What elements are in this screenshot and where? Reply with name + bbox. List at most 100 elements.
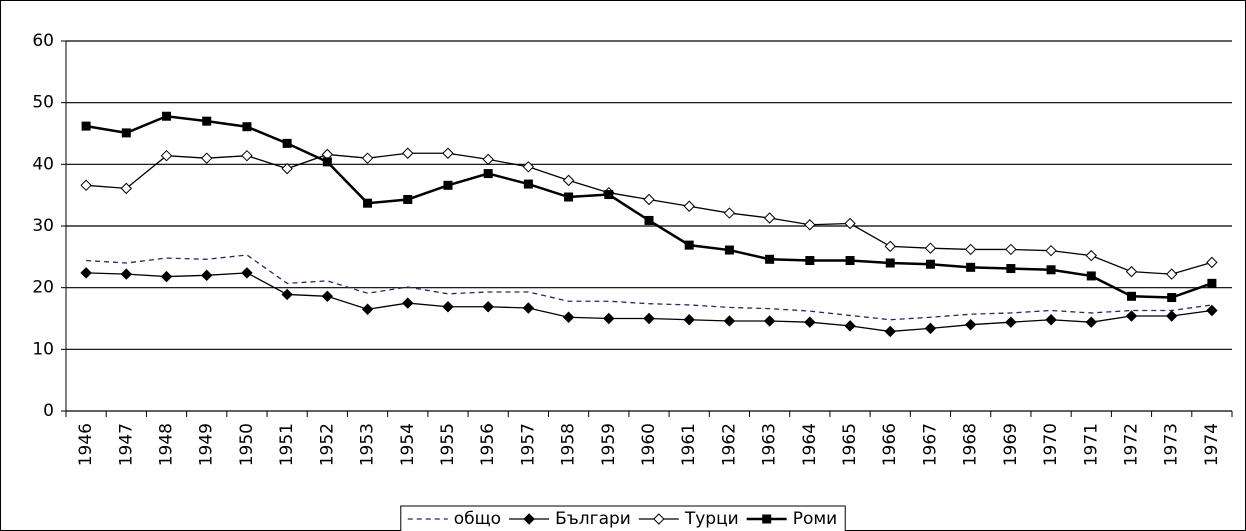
marker <box>562 174 575 187</box>
x-tick-label: 1974 <box>1202 423 1222 466</box>
marker <box>1167 293 1177 303</box>
x-tick-label: 1968 <box>961 423 981 466</box>
x-tick-label: 1953 <box>358 423 378 466</box>
marker <box>964 243 977 256</box>
marker <box>242 122 252 132</box>
x-tick-label: 1958 <box>559 423 579 466</box>
marker <box>1045 314 1057 326</box>
legend: общо Българи Турци Роми <box>400 505 846 531</box>
x-tick-label: 1952 <box>317 423 337 466</box>
marker <box>1206 304 1218 317</box>
marker <box>361 152 374 164</box>
y-tick-label: 50 <box>32 93 54 113</box>
marker <box>402 297 414 309</box>
x-tick-label: 1964 <box>800 423 820 466</box>
x-tick-label: 1951 <box>277 423 297 466</box>
marker <box>804 219 816 231</box>
marker <box>282 138 292 148</box>
marker <box>322 157 332 167</box>
marker <box>644 215 654 225</box>
marker <box>1165 310 1178 322</box>
x-tick-label: 1969 <box>1001 423 1021 466</box>
y-tick-label: 60 <box>32 31 54 51</box>
marker <box>442 147 454 159</box>
marker <box>482 153 494 166</box>
marker <box>281 162 293 175</box>
marker <box>162 111 172 121</box>
legend-label: Роми <box>793 509 838 529</box>
y-tick-label: 40 <box>32 154 54 174</box>
marker <box>80 179 92 192</box>
marker <box>683 314 695 326</box>
marker <box>483 169 493 179</box>
x-tick-label: 1946 <box>76 423 96 466</box>
marker <box>160 270 173 283</box>
legend-label: Турци <box>684 509 739 529</box>
marker <box>403 194 413 204</box>
marker <box>884 325 896 338</box>
marker <box>562 311 575 323</box>
marker <box>120 182 133 195</box>
marker <box>884 240 896 253</box>
marker <box>321 290 334 303</box>
legend-label: общо <box>454 509 501 529</box>
x-tick-label: 1973 <box>1162 423 1182 466</box>
marker <box>402 147 414 159</box>
marker <box>281 288 293 301</box>
marker <box>443 180 453 190</box>
x-tick-label: 1960 <box>639 423 659 466</box>
x-tick-label: 1961 <box>679 423 699 466</box>
legend-label: Българи <box>555 509 631 529</box>
marker <box>925 259 935 269</box>
marker <box>482 301 494 313</box>
x-tick-label: 1949 <box>197 423 217 466</box>
x-tick-label: 1957 <box>518 423 538 466</box>
marker <box>805 256 815 266</box>
marker <box>202 116 212 126</box>
marker <box>1125 265 1138 278</box>
marker <box>724 245 734 255</box>
marker <box>765 254 775 264</box>
x-tick-label: 1972 <box>1121 423 1141 466</box>
marker <box>643 193 655 206</box>
x-tick-label: 1948 <box>157 423 177 466</box>
marker <box>604 190 614 200</box>
marker <box>241 149 253 162</box>
x-tick-label: 1962 <box>719 423 739 466</box>
marker <box>844 217 856 230</box>
series-line <box>86 254 1212 321</box>
marker <box>1046 265 1056 275</box>
marker <box>564 192 574 202</box>
marker <box>522 161 535 173</box>
marker <box>1006 264 1016 274</box>
marker <box>885 258 895 268</box>
y-tick-label: 20 <box>32 278 54 298</box>
marker <box>1126 291 1136 301</box>
marker <box>603 312 615 325</box>
marker <box>643 312 655 325</box>
x-tick-label: 1970 <box>1041 423 1061 466</box>
marker <box>924 322 937 335</box>
x-tick-label: 1963 <box>760 423 780 466</box>
y-tick-label: 10 <box>32 339 54 359</box>
marker <box>201 269 213 282</box>
marker <box>763 212 776 224</box>
marker <box>201 152 213 164</box>
marker <box>924 242 937 254</box>
marker <box>1207 278 1217 288</box>
marker <box>804 316 816 328</box>
marker <box>241 267 253 279</box>
marker <box>1045 244 1057 257</box>
x-tick-label: 1950 <box>237 423 257 466</box>
x-tick-label: 1971 <box>1081 423 1101 466</box>
marker <box>361 303 374 315</box>
marker <box>1005 243 1017 256</box>
x-tick-label: 1959 <box>599 423 619 466</box>
marker <box>653 513 665 525</box>
x-tick-label: 1965 <box>840 423 860 466</box>
marker <box>121 128 131 138</box>
marker <box>1086 271 1096 281</box>
marker <box>1085 316 1097 328</box>
marker <box>845 256 855 266</box>
marker <box>160 149 173 162</box>
